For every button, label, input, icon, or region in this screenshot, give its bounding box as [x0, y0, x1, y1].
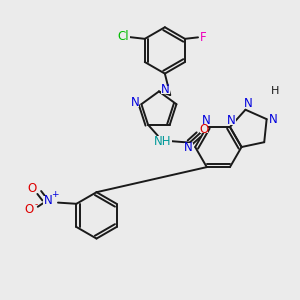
Text: N: N — [130, 96, 139, 109]
Bar — [202, 116, 210, 124]
Bar — [227, 116, 236, 124]
Text: N: N — [244, 97, 253, 110]
Bar — [200, 125, 208, 134]
Text: N: N — [269, 113, 278, 126]
Bar — [184, 143, 193, 152]
Text: N: N — [202, 114, 211, 127]
Text: O: O — [199, 123, 208, 136]
Text: F: F — [200, 31, 207, 44]
Text: O: O — [27, 182, 37, 194]
Bar — [157, 136, 172, 146]
Text: NH: NH — [154, 135, 172, 148]
Bar — [131, 98, 139, 107]
Bar — [269, 115, 278, 123]
Text: N: N — [227, 114, 236, 127]
Bar — [43, 196, 54, 206]
Text: N: N — [184, 141, 193, 154]
Bar — [199, 33, 208, 41]
Text: +: + — [51, 190, 59, 200]
Text: Cl: Cl — [118, 30, 129, 43]
Bar — [244, 100, 253, 108]
Text: -: - — [35, 200, 38, 209]
Text: H: H — [271, 85, 279, 96]
Bar — [23, 205, 34, 214]
Text: N: N — [44, 194, 52, 207]
Text: N: N — [161, 83, 170, 97]
Bar — [117, 32, 130, 41]
Text: O: O — [24, 203, 34, 216]
Bar — [161, 86, 169, 94]
Bar — [28, 184, 36, 192]
